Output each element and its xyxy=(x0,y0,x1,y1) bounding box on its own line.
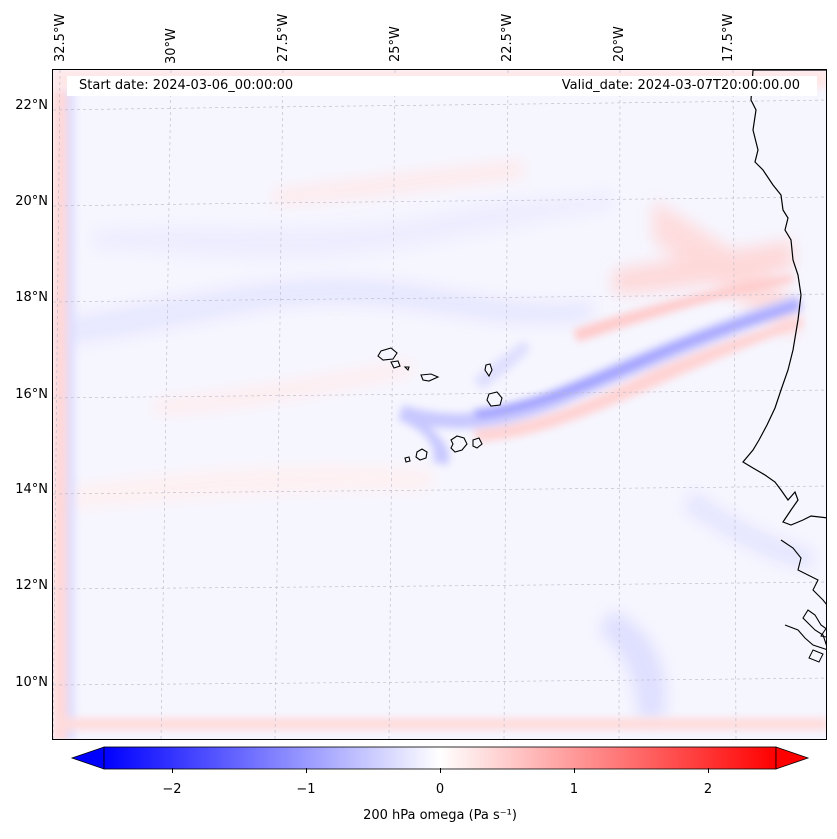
lon-label-30w: 30°W xyxy=(164,28,179,64)
descent-jet-core xyxy=(473,302,798,418)
lat-label-16: 16°N xyxy=(15,387,48,402)
colorbar-gradient xyxy=(103,746,777,770)
ascent-band-north-east xyxy=(613,240,793,295)
lon-label-32-5w: 32.5°W xyxy=(53,13,68,62)
southern-edge-ascent xyxy=(53,718,826,730)
descent-branch-south xyxy=(403,415,450,465)
cbar-tick-2: 2 xyxy=(703,782,713,797)
colorbar-max-extend xyxy=(775,746,810,770)
descent-plume-south xyxy=(598,610,666,720)
lat-label-18: 18°N xyxy=(15,290,48,305)
graticule xyxy=(53,70,826,739)
colorbar xyxy=(70,746,810,770)
date-info-band xyxy=(67,76,817,96)
descent-branch-north xyxy=(473,340,531,390)
ascent-flank-band xyxy=(473,318,803,442)
lon-label-20w: 20°W xyxy=(612,26,627,62)
ascent-flank-north xyxy=(573,275,793,342)
cbar-tick-mark-neg1 xyxy=(306,768,307,773)
lat-label-20: 20°N xyxy=(15,194,48,209)
western-edge-ascent xyxy=(53,90,67,739)
valid-date-label: Valid_date: 2024-03-07T20:00:00.00 xyxy=(561,78,800,93)
coastline-guinea xyxy=(780,539,826,650)
weak-ascent-band xyxy=(53,466,433,510)
cbar-tick-0: 0 xyxy=(435,782,445,797)
weak-ascent-band-3 xyxy=(273,160,523,205)
weak-ascent-band-2 xyxy=(153,360,413,415)
lat-label-14: 14°N xyxy=(15,482,48,497)
descent-jet-band xyxy=(398,295,803,429)
coastline-west-africa xyxy=(742,70,826,526)
weak-descent-band xyxy=(53,278,593,345)
lat-label-22: 22°N xyxy=(15,98,48,113)
descent-patch-east xyxy=(683,490,813,570)
cbar-tick-mark-2 xyxy=(708,768,709,773)
western-edge-descent xyxy=(67,90,75,739)
cape-verde-islands xyxy=(377,347,503,463)
lat-label-12: 12°N xyxy=(15,578,48,593)
map-panel: Start date: 2024-03-06_00:00:00 Valid_da… xyxy=(52,69,827,740)
coastline-islands-guinea xyxy=(808,628,826,663)
weak-descent-band-north xyxy=(93,190,613,259)
cbar-tick-mark-0 xyxy=(440,768,441,773)
lon-label-22-5w: 22.5°W xyxy=(500,13,515,62)
start-date-label: Start date: 2024-03-06_00:00:00 xyxy=(79,78,294,93)
cbar-tick-1: 1 xyxy=(569,782,579,797)
omega-field xyxy=(53,70,826,739)
lon-label-17-5w: 17.5°W xyxy=(721,13,736,62)
lon-label-27-5w: 27.5°W xyxy=(276,13,291,62)
cbar-tick-mark-1 xyxy=(574,768,575,773)
cbar-tick-neg2: −2 xyxy=(162,782,182,797)
cbar-tick-neg1: −1 xyxy=(296,782,316,797)
colorbar-label: 200 hPa omega (Pa s⁻¹) xyxy=(363,808,517,823)
lon-label-25w: 25°W xyxy=(388,26,403,62)
lat-label-10: 10°N xyxy=(15,675,48,690)
cbar-tick-mark-neg2 xyxy=(172,768,173,773)
colorbar-min-extend xyxy=(70,746,105,770)
